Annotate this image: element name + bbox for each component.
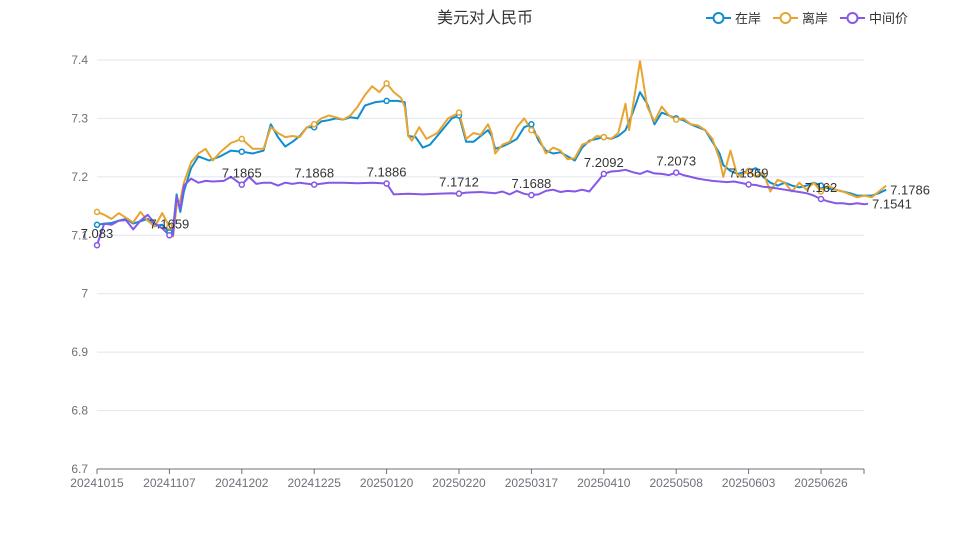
data-point-marker[interactable] (455, 109, 463, 116)
legend-label: 中间价 (868, 12, 908, 27)
data-point-marker[interactable] (93, 241, 101, 249)
line-marker-icon (705, 11, 731, 24)
legend-item-onshore[interactable]: 在岸 (705, 8, 761, 27)
y-tick-label: 6.9 (71, 345, 88, 359)
y-tick-label: 7.2 (71, 170, 88, 184)
x-tick-label: 20241107 (143, 476, 196, 490)
chart-title: 美元对人民币 (436, 8, 533, 27)
y-tick-label: 6.8 (71, 404, 88, 418)
data-point-marker[interactable] (383, 80, 390, 87)
data-point-marker[interactable] (528, 121, 535, 128)
y-tick-label: 7.3 (71, 111, 88, 125)
data-point-marker[interactable] (672, 169, 680, 176)
data-point-marker[interactable] (817, 195, 825, 203)
data-point-marker[interactable] (383, 97, 390, 105)
data-point-marker[interactable] (455, 190, 463, 197)
data-point-marker[interactable] (672, 116, 680, 123)
legend: 在岸 离岸 中间价 (705, 8, 908, 27)
x-tick-label: 20250410 (577, 476, 631, 490)
legend-item-offshore[interactable]: 离岸 (772, 8, 828, 27)
legend-label: 离岸 (801, 12, 828, 27)
data-value-label: 7.1886 (367, 165, 407, 180)
data-point-marker[interactable] (166, 232, 173, 239)
data-point-marker[interactable] (238, 148, 246, 155)
data-point-marker[interactable] (310, 181, 318, 188)
data-value-label: 7.1865 (222, 166, 262, 181)
legend-item-central-parity[interactable]: 中间价 (839, 8, 908, 27)
data-labels: 7.083 7.1659 7.1865 7.1868 7.1886 7.1712 7.168… (81, 154, 930, 242)
data-point-marker[interactable] (817, 188, 825, 195)
y-tick-label: 6.7 (71, 462, 88, 476)
data-point-marker[interactable] (93, 208, 101, 216)
data-value-label: 7.1868 (294, 166, 334, 181)
x-tick-label: 20250603 (722, 476, 776, 490)
data-value-label: 7.1712 (439, 175, 479, 190)
data-value-label: 7.2073 (656, 154, 696, 169)
x-tick-label: 20250317 (505, 476, 559, 490)
data-point-marker[interactable] (745, 181, 752, 188)
data-point-marker[interactable] (166, 223, 173, 230)
data-point-marker[interactable] (238, 181, 246, 188)
data-point-marker[interactable] (600, 170, 608, 178)
data-point-marker[interactable] (528, 126, 535, 134)
x-tick-label: 20250220 (432, 476, 486, 490)
data-value-label: 7.2092 (584, 155, 624, 170)
data-point-marker[interactable] (383, 180, 390, 187)
x-tick-label: 20241015 (70, 476, 124, 490)
line-marker-icon (839, 11, 865, 24)
series-line (96, 168, 869, 246)
data-value-label: 7.083 (81, 226, 114, 241)
x-tick-label: 20241225 (288, 476, 342, 490)
data-point-marker[interactable] (745, 167, 752, 175)
x-axis: 20241015 20241107 20241202 20241225 20250120… (70, 468, 865, 490)
data-value-label: 7.1688 (512, 176, 552, 191)
data-point-marker[interactable] (238, 135, 246, 143)
data-point-marker[interactable] (93, 221, 101, 229)
series-lines (93, 60, 887, 249)
end-value-label: 7.1786 (890, 183, 930, 198)
series-line (96, 60, 887, 238)
series-line (96, 91, 887, 234)
line-marker-icon (772, 11, 798, 24)
y-tick-label: 7.4 (71, 53, 88, 67)
y-tick-label: 7 (81, 287, 88, 301)
data-point-marker[interactable] (817, 182, 825, 189)
data-value-label: 7.162 (805, 180, 838, 195)
legend-label: 在岸 (734, 12, 761, 27)
x-tick-label: 20241202 (215, 476, 269, 490)
data-point-marker[interactable] (600, 133, 608, 141)
y-tick-label: 7.1 (71, 228, 88, 242)
data-point-marker[interactable] (310, 121, 318, 128)
x-tick-label: 20250626 (794, 476, 848, 490)
grid-lines (97, 59, 864, 412)
data-value-label: 7.1659 (150, 216, 190, 231)
data-point-marker[interactable] (528, 191, 535, 199)
data-value-label: 7.1869 (729, 166, 769, 181)
x-tick-label: 20250508 (650, 476, 704, 490)
x-tick-label: 20250120 (360, 476, 414, 490)
y-axis: 7.4 7.3 7.2 7.1 7 6.9 6.8 6.7 (71, 53, 88, 476)
end-value-label: 7.1541 (872, 197, 912, 212)
